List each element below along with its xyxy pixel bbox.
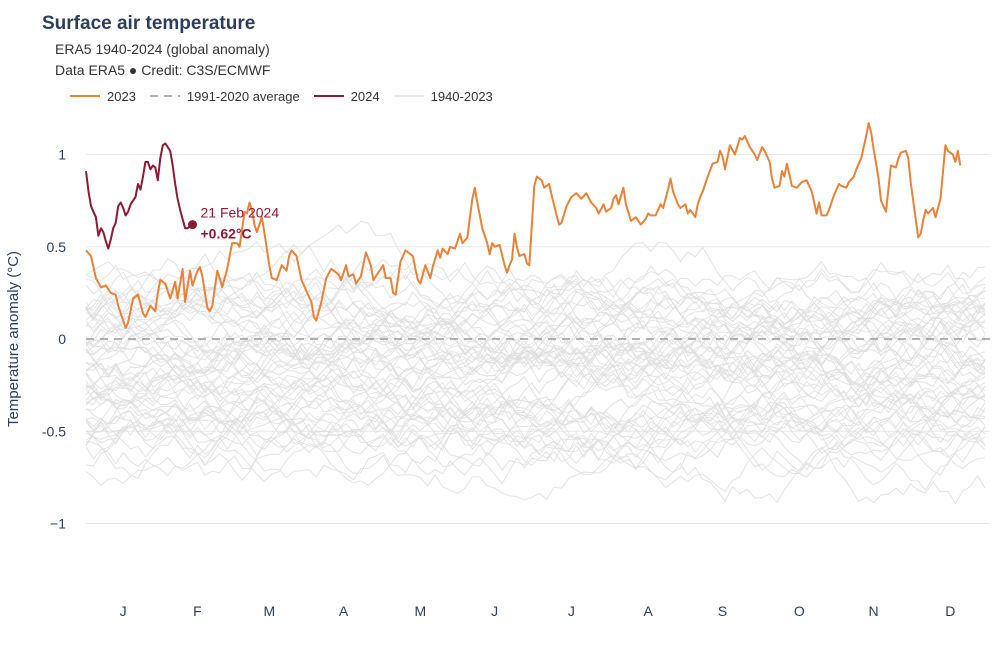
y-tick-label: −1 <box>50 516 66 532</box>
historic-series-line <box>85 298 986 385</box>
series-2023-line <box>85 122 962 329</box>
historic-series-line <box>85 278 986 350</box>
historic-series-line <box>85 347 986 418</box>
historic-series-line <box>85 265 986 319</box>
historic-series-line <box>85 326 986 391</box>
legend-item-average[interactable]: 1991-2020 average <box>149 88 300 104</box>
historic-series-line <box>85 353 986 452</box>
x-tick-label: S <box>718 603 727 619</box>
historic-series-line <box>85 324 986 386</box>
legend-swatch-average-icon <box>149 95 180 97</box>
historic-series-line <box>85 379 986 452</box>
x-tick-label: O <box>794 603 805 619</box>
main-series-group <box>85 122 990 340</box>
legend-label-historic: 1940-2023 <box>430 88 493 104</box>
x-tick-label: N <box>869 603 879 619</box>
historic-series-line <box>85 294 985 358</box>
y-tick-label: 0.5 <box>47 239 67 255</box>
legend-swatch-2023-icon <box>70 95 100 97</box>
x-tick-label: A <box>339 603 349 619</box>
historic-series-line <box>85 381 986 461</box>
axes: 1 0.5 0 -0.5 −1 J F M A M J J A S O N D Temperature anoma… <box>5 147 955 620</box>
y-axis-title: Temperature anomaly (°C) <box>5 251 22 427</box>
historic-series-line <box>85 343 986 431</box>
legend-swatch-historic-icon <box>393 95 424 97</box>
historic-series-line <box>85 390 986 452</box>
historic-series-line <box>85 365 986 438</box>
historic-series-line <box>85 360 986 446</box>
x-tick-label: J <box>491 603 498 619</box>
legend: 2023 1991-2020 average 2024 1940-2023 <box>70 86 507 106</box>
y-tick-label: -0.5 <box>42 423 66 439</box>
annotation-marker <box>187 220 197 230</box>
annotation-group: 21 Feb 2024 +0.62°C <box>187 205 279 242</box>
x-tick-label: M <box>263 603 275 619</box>
chart-subtitle: ERA5 1940-2024 (global anomaly) <box>55 41 270 57</box>
historic-series-line <box>85 384 986 485</box>
historic-series-line <box>85 406 986 481</box>
annotation-date-label: 21 Feb 2024 <box>200 205 279 221</box>
x-tick-label: M <box>415 603 427 619</box>
historic-series-line <box>85 273 986 335</box>
historic-series-line <box>85 220 986 314</box>
chart-title: Surface air temperature <box>42 13 256 34</box>
legend-item-2024[interactable]: 2024 <box>313 88 380 104</box>
x-tick-label: D <box>945 603 955 619</box>
legend-label-2024: 2024 <box>350 88 380 104</box>
legend-label-average: 1991-2020 average <box>186 88 300 104</box>
historic-series-line <box>85 396 986 478</box>
historic-series-line <box>85 364 986 444</box>
historic-series-line <box>85 252 986 312</box>
series-2024-line <box>85 142 194 250</box>
historic-series-line <box>85 241 986 312</box>
historic-series-line <box>85 401 986 486</box>
historic-series-line <box>85 294 986 367</box>
historic-series-line <box>85 268 986 330</box>
historic-series-line <box>85 270 986 324</box>
historic-series-line <box>85 339 986 427</box>
historic-series-line <box>85 328 986 419</box>
historic-series-line <box>85 338 986 411</box>
historic-series-line <box>85 295 986 368</box>
y-tick-label: 0 <box>58 331 66 347</box>
x-tick-label: J <box>120 603 127 619</box>
historic-series-line <box>85 272 986 339</box>
historic-series-line <box>85 364 986 454</box>
historic-series-line <box>85 387 986 493</box>
historic-series-line <box>85 402 986 492</box>
legend-label-2023: 2023 <box>107 88 136 104</box>
x-tick-label: J <box>568 603 575 619</box>
legend-swatch-2024-icon <box>313 95 344 97</box>
x-tick-label: F <box>193 603 202 619</box>
legend-item-historic[interactable]: 1940-2023 <box>393 88 493 104</box>
legend-item-2023[interactable]: 2023 <box>70 89 136 104</box>
historic-series-line <box>85 292 986 371</box>
historic-series-line <box>85 437 986 505</box>
historic-series-group <box>85 220 986 505</box>
chart-credit: Data ERA5 ● Credit: C3S/ECMWF <box>55 62 271 78</box>
annotation-value-label: +0.62°C <box>200 226 251 242</box>
x-tick-label: A <box>644 603 654 619</box>
y-tick-label: 1 <box>58 147 66 163</box>
historic-series-line <box>85 310 986 361</box>
